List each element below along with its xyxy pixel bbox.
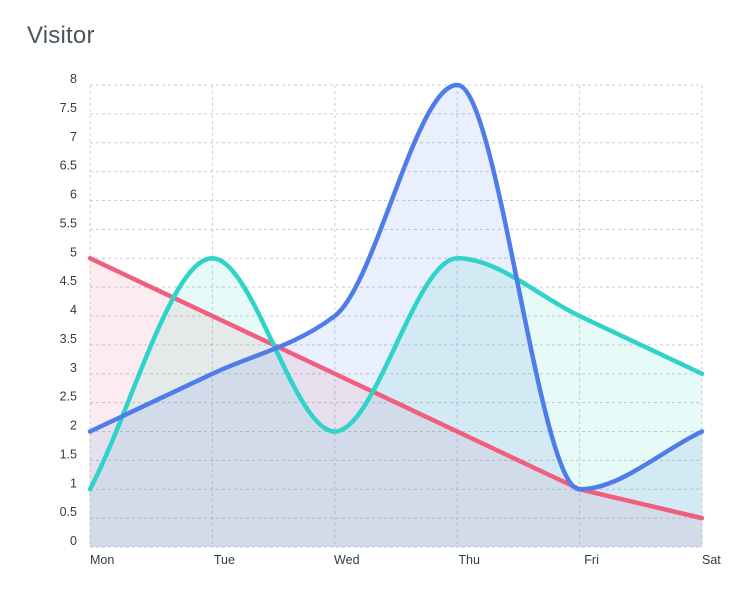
y-tick-label: 0.5 (60, 505, 77, 519)
x-tick-label: Mon (90, 553, 114, 567)
series-line-1 (87, 256, 705, 492)
y-tick-label: 2 (70, 419, 77, 433)
y-tick-label: 7.5 (60, 101, 77, 115)
y-tick-label: 5.5 (60, 216, 77, 230)
series-line-2 (87, 82, 705, 492)
y-tick-label: 1.5 (60, 447, 77, 461)
card-title: Visitor (27, 22, 95, 49)
x-axis-ticks: Mon Tue Wed Thu Fri Sat (90, 553, 721, 567)
y-tick-label: 2.5 (60, 390, 77, 404)
series-lines (87, 82, 705, 521)
y-tick-label: 7 (70, 130, 77, 144)
y-tick-label: 8 (70, 72, 77, 86)
y-tick-label: 6.5 (60, 159, 77, 173)
x-tick-label: Wed (334, 553, 360, 567)
y-tick-label: 4.5 (60, 274, 77, 288)
x-tick-label: Thu (458, 553, 480, 567)
y-tick-label: 0 (70, 534, 77, 548)
y-tick-label: 1 (70, 476, 77, 490)
x-tick-label: Fri (584, 553, 599, 567)
series-line-0 (87, 256, 705, 521)
y-tick-label: 5 (70, 245, 77, 259)
y-tick-label: 6 (70, 188, 77, 202)
x-tick-label: Sat (702, 553, 721, 567)
y-tick-label: 3.5 (60, 332, 77, 346)
y-tick-label: 4 (70, 303, 77, 317)
y-axis-ticks: 0 0.5 1 1.5 2 2.5 3 3.5 4 4.5 5 5.5 6 6.5 7 7.5 8 (60, 72, 77, 548)
y-tick-label: 3 (70, 361, 77, 375)
x-tick-label: Tue (214, 553, 235, 567)
series-fills (90, 85, 702, 547)
